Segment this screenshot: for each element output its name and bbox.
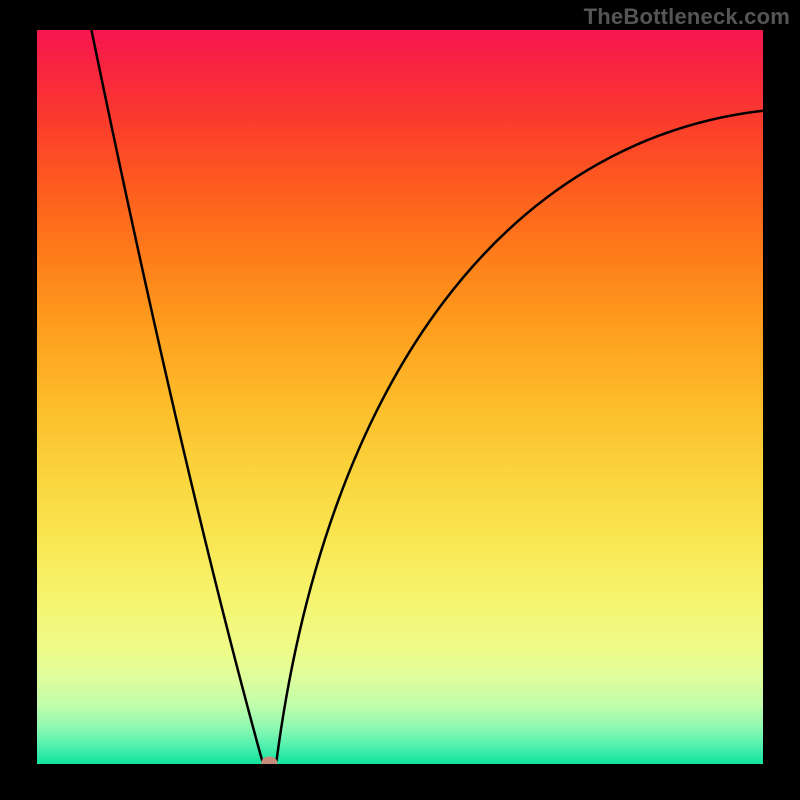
- bottleneck-chart: [0, 0, 800, 800]
- watermark-text: TheBottleneck.com: [584, 4, 790, 30]
- plot-background: [37, 30, 763, 764]
- optimal-point-dot: [261, 757, 277, 769]
- chart-wrapper: TheBottleneck.com: [0, 0, 800, 800]
